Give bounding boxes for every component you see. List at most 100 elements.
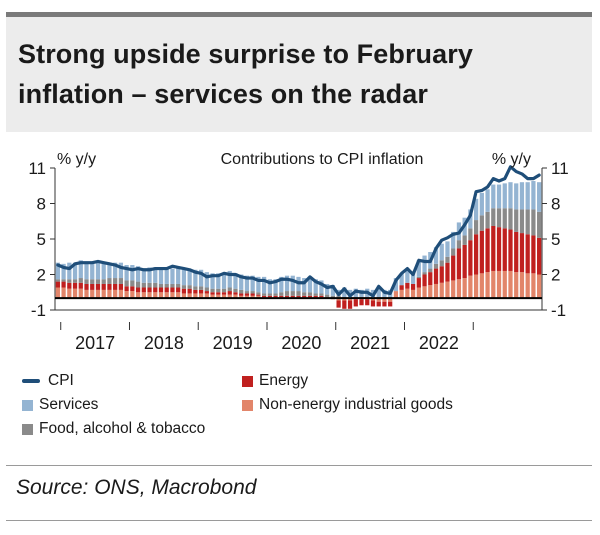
bar-food-alcohol-tobacco-27 [210, 288, 215, 293]
legend-label-neig: Non-energy industrial goods [259, 396, 453, 413]
bar-food-alcohol-tobacco-66 [433, 263, 439, 269]
bar-services-30 [227, 270, 232, 288]
chart-title: Contributions to CPI inflation [221, 151, 424, 168]
bar-non-energy-industrial-goods-69 [451, 280, 456, 299]
bar-food-alcohol-tobacco-32 [239, 289, 244, 294]
bar-services-62 [410, 272, 416, 284]
bar-non-energy-industrial-goods-26 [204, 293, 209, 299]
bar-services-13 [130, 265, 135, 281]
bar-food-alcohol-tobacco-45 [313, 293, 318, 296]
bar-services-12 [124, 265, 129, 281]
bar-food-alcohol-tobacco-37 [267, 293, 272, 296]
bar-energy-46 [319, 295, 324, 297]
legend-swatch-services [22, 399, 33, 411]
bar-non-energy-industrial-goods-51 [347, 298, 353, 301]
bar-energy-75 [485, 228, 490, 273]
top-rule [6, 12, 592, 17]
bar-food-alcohol-tobacco-39 [279, 292, 284, 296]
bar-food-alcohol-tobacco-67 [439, 260, 444, 267]
bar-services-36 [262, 276, 267, 294]
bar-non-energy-industrial-goods-74 [479, 273, 484, 299]
bar-services-75 [485, 189, 490, 212]
title-line-1: Strong upside surprise to February [18, 39, 473, 69]
bar-non-energy-industrial-goods-5 [84, 289, 89, 299]
bar-services-34 [250, 275, 255, 292]
bar-non-energy-industrial-goods-32 [239, 295, 244, 299]
bar-energy-35 [256, 294, 261, 296]
bar-services-33 [244, 275, 250, 292]
bar-energy-45 [313, 295, 318, 297]
bar-energy-64 [422, 274, 427, 287]
bar-non-energy-industrial-goods-11 [118, 289, 124, 299]
title-line-2: inflation – services on the radar [18, 79, 428, 109]
bar-food-alcohol-tobacco-20 [170, 283, 175, 288]
bar-energy-11 [118, 283, 124, 290]
bar-energy-34 [250, 293, 255, 296]
bar-food-alcohol-tobacco-36 [262, 293, 267, 296]
bar-food-alcohol-tobacco-1 [61, 279, 66, 282]
bar-non-energy-industrial-goods-61 [405, 288, 410, 299]
bar-energy-84 [537, 237, 542, 275]
bar-services-39 [279, 276, 284, 293]
bar-energy-21 [176, 287, 181, 293]
bar-energy-17 [153, 287, 158, 293]
legend-label-energy: Energy [259, 372, 309, 389]
bar-non-energy-industrial-goods-82 [525, 273, 530, 299]
bar-energy-37 [267, 295, 272, 297]
bar-energy-83 [531, 235, 536, 274]
bar-services-25 [198, 269, 204, 287]
bar-non-energy-industrial-goods-10 [113, 289, 118, 299]
bar-services-18 [158, 268, 164, 284]
bar-non-energy-industrial-goods-80 [514, 272, 519, 299]
bar-energy-65 [428, 272, 433, 286]
bar-non-energy-industrial-goods-75 [485, 272, 490, 299]
bar-energy-14 [135, 287, 141, 293]
bar-food-alcohol-tobacco-2 [67, 279, 72, 283]
bar-food-alcohol-tobacco-75 [485, 211, 490, 229]
bar-energy-6 [90, 283, 95, 290]
bar-energy-41 [290, 295, 295, 297]
bar-food-alcohol-tobacco-22 [181, 285, 187, 289]
x-tick-label-2022: 2022 [419, 333, 459, 353]
bar-energy-26 [204, 291, 209, 294]
bar-energy-29 [221, 292, 227, 295]
bar-food-alcohol-tobacco-49 [336, 295, 341, 299]
title-panel: Strong upside surprise to February infla… [6, 17, 592, 132]
bar-services-64 [422, 255, 427, 273]
bar-non-energy-industrial-goods-12 [124, 291, 129, 299]
bar-energy-9 [107, 283, 112, 290]
bar-energy-53 [359, 299, 364, 306]
bar-non-energy-industrial-goods-59 [393, 291, 399, 299]
bar-non-energy-industrial-goods-72 [468, 275, 473, 299]
legend-swatch-cpi [22, 379, 40, 383]
bar-food-alcohol-tobacco-19 [164, 283, 169, 288]
bar-non-energy-industrial-goods-50 [342, 298, 347, 301]
x-tick-label-2021: 2021 [350, 333, 390, 353]
bar-food-alcohol-tobacco-71 [462, 235, 467, 245]
bar-services-40 [284, 275, 290, 292]
bar-food-alcohol-tobacco-78 [502, 208, 507, 229]
bar-food-alcohol-tobacco-40 [284, 291, 290, 296]
bar-energy-73 [473, 234, 479, 275]
bar-non-energy-industrial-goods-14 [135, 292, 141, 299]
bar-services-35 [256, 276, 261, 293]
bar-energy-1 [61, 281, 66, 288]
bar-non-energy-industrial-goods-65 [428, 285, 433, 299]
bar-services-50 [342, 287, 347, 297]
bar-food-alcohol-tobacco-63 [416, 276, 421, 279]
legend-swatch-energy [242, 375, 253, 387]
bar-food-alcohol-tobacco-16 [147, 282, 152, 288]
bar-non-energy-industrial-goods-17 [153, 292, 158, 299]
legend-label-food: Food, alcohol & tobacco [39, 420, 206, 437]
bar-non-energy-industrial-goods-27 [210, 294, 215, 299]
bar-non-energy-industrial-goods-71 [462, 278, 467, 299]
bar-food-alcohol-tobacco-48 [330, 295, 335, 299]
bar-services-59 [393, 278, 399, 292]
bar-energy-36 [262, 295, 267, 297]
bar-services-37 [267, 279, 272, 294]
bar-services-21 [176, 267, 181, 284]
bar-non-energy-industrial-goods-33 [244, 295, 250, 299]
bar-services-66 [433, 247, 439, 264]
bar-energy-77 [496, 227, 502, 271]
bar-energy-49 [336, 300, 341, 308]
